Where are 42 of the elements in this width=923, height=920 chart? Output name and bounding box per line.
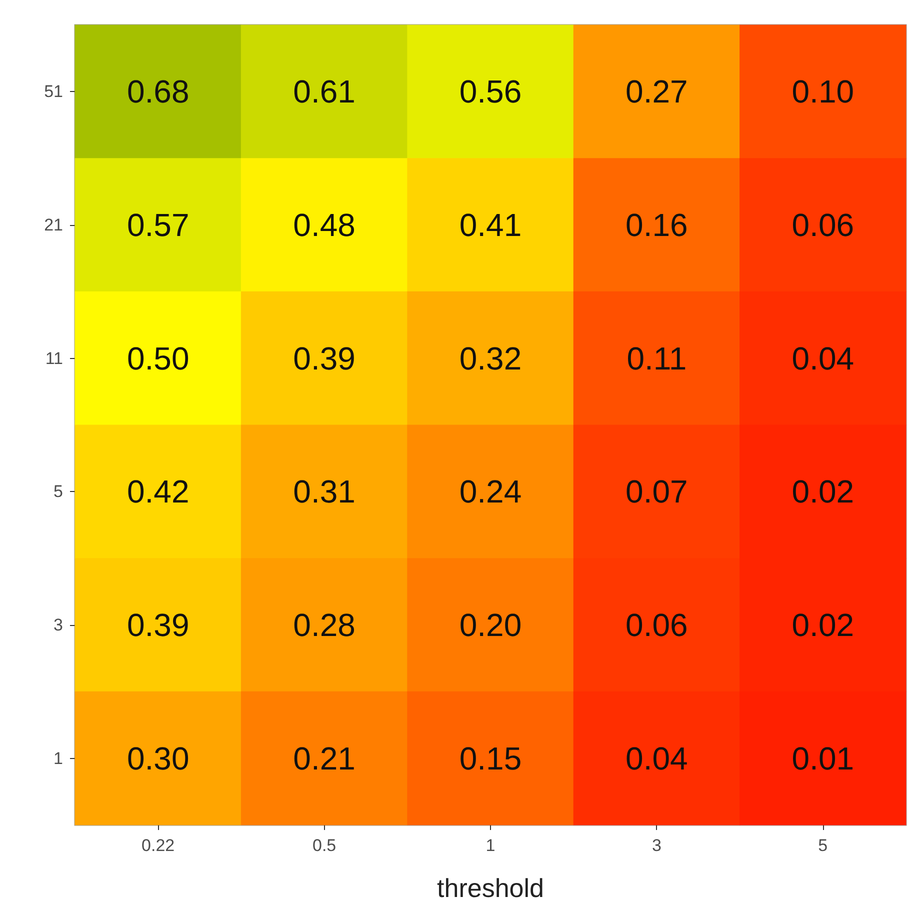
data-label: 0.10	[792, 74, 854, 110]
data-label: 0.20	[459, 607, 522, 643]
data-label: 0.06	[792, 207, 854, 243]
data-label: 0.01	[792, 740, 854, 776]
data-label: 0.04	[626, 740, 688, 776]
data-label: 0.61	[293, 74, 356, 110]
y-tick-label: 1	[54, 748, 63, 768]
data-label: 0.15	[459, 740, 522, 776]
x-tick-label: 3	[652, 836, 662, 855]
data-label: 0.30	[126, 740, 190, 776]
data-label: 0.31	[293, 474, 356, 510]
data-label: 0.28	[293, 607, 356, 643]
y-tick-label: 5	[54, 482, 63, 502]
data-label: 0.02	[792, 607, 854, 643]
data-label: 0.11	[626, 340, 687, 376]
x-axis-title: threshold	[437, 873, 544, 903]
data-label: 0.50	[126, 340, 190, 376]
y-tick-label: 3	[54, 616, 63, 634]
x-tick-label: 0.22	[142, 836, 175, 855]
data-label: 0.39	[126, 607, 190, 643]
x-tick-label: 5	[818, 836, 828, 855]
data-label: 0.04	[792, 340, 854, 376]
data-label: 0.32	[459, 340, 522, 376]
data-label: 0.41	[459, 207, 522, 243]
data-label: 0.48	[293, 207, 356, 243]
data-label: 0.24	[459, 474, 522, 510]
data-label: 0.16	[626, 207, 688, 243]
data-label: 0.68	[126, 74, 190, 110]
y-tick-label: 21	[44, 216, 63, 234]
data-label: 0.27	[626, 74, 688, 110]
data-label: 0.02	[792, 474, 854, 510]
x-tick-label: 1	[486, 836, 496, 855]
x-tick-label: 0.5	[312, 836, 336, 855]
data-label: 0.57	[126, 207, 190, 243]
data-label: 0.07	[626, 474, 688, 510]
y-tick-label: 11	[45, 348, 63, 368]
data-label: 0.21	[293, 740, 356, 776]
data-label: 0.39	[293, 340, 356, 376]
data-label: 0.42	[126, 474, 190, 510]
data-label: 0.06	[626, 607, 688, 643]
data-label: 0.56	[459, 74, 522, 110]
y-tick-label: 51	[44, 82, 63, 102]
